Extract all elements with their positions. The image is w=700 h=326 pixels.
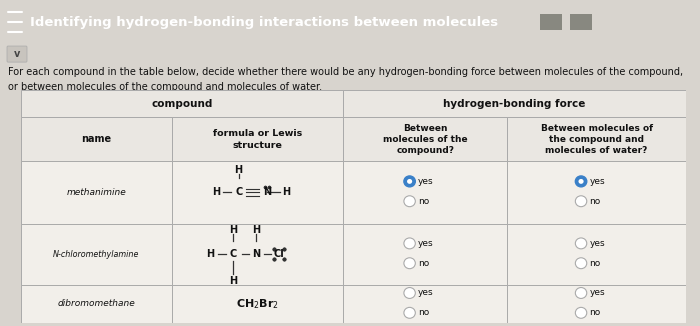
Bar bbox=[508, 224, 686, 285]
Text: name: name bbox=[81, 134, 111, 144]
Text: N: N bbox=[262, 187, 271, 197]
Bar bbox=[540, 14, 562, 30]
Text: CH$_2$Br$_2$: CH$_2$Br$_2$ bbox=[236, 297, 279, 311]
Circle shape bbox=[404, 176, 415, 187]
Text: formula or Lewis
structure: formula or Lewis structure bbox=[213, 129, 302, 150]
Text: no: no bbox=[418, 308, 429, 317]
Text: H: H bbox=[212, 187, 220, 197]
Circle shape bbox=[404, 196, 415, 207]
Circle shape bbox=[575, 258, 587, 269]
Bar bbox=[21, 285, 172, 323]
Circle shape bbox=[575, 288, 587, 298]
Text: no: no bbox=[418, 259, 429, 268]
Text: yes: yes bbox=[418, 239, 433, 248]
Text: Identifying hydrogen-bonding interactions between molecules: Identifying hydrogen-bonding interaction… bbox=[30, 16, 498, 28]
Text: yes: yes bbox=[418, 177, 433, 186]
Bar bbox=[172, 161, 343, 224]
Text: Between molecules of
the compound and
molecules of water?: Between molecules of the compound and mo… bbox=[540, 124, 652, 155]
Text: yes: yes bbox=[589, 177, 605, 186]
Text: Between
molecules of the
compound?: Between molecules of the compound? bbox=[383, 124, 468, 155]
Circle shape bbox=[575, 196, 587, 207]
Bar bbox=[172, 224, 343, 285]
Text: no: no bbox=[589, 197, 601, 206]
Bar bbox=[343, 117, 508, 161]
Bar bbox=[172, 285, 343, 323]
Bar bbox=[508, 161, 686, 224]
Bar bbox=[508, 117, 686, 161]
Text: no: no bbox=[589, 259, 601, 268]
Text: N: N bbox=[252, 249, 260, 259]
Text: H: H bbox=[252, 225, 260, 234]
Text: H: H bbox=[230, 225, 237, 234]
Bar bbox=[21, 224, 172, 285]
Bar bbox=[21, 117, 172, 161]
Text: H: H bbox=[234, 166, 243, 175]
Circle shape bbox=[404, 258, 415, 269]
Text: methanimine: methanimine bbox=[66, 188, 126, 197]
Text: no: no bbox=[418, 197, 429, 206]
Text: C: C bbox=[235, 187, 242, 197]
Text: For each compound in the table below, decide whether there would be any hydrogen: For each compound in the table below, de… bbox=[8, 67, 683, 92]
Text: yes: yes bbox=[589, 289, 605, 298]
Bar bbox=[508, 285, 686, 323]
Text: yes: yes bbox=[589, 239, 605, 248]
Bar bbox=[21, 161, 172, 224]
Bar bbox=[343, 161, 508, 224]
Bar bbox=[343, 285, 508, 323]
Text: C: C bbox=[230, 249, 237, 259]
Bar bbox=[21, 90, 343, 117]
Text: H: H bbox=[230, 276, 237, 286]
Text: H: H bbox=[206, 249, 215, 259]
Circle shape bbox=[575, 176, 587, 187]
Bar bbox=[570, 14, 592, 30]
Text: compound: compound bbox=[151, 98, 213, 109]
Circle shape bbox=[404, 288, 415, 298]
Circle shape bbox=[404, 238, 415, 249]
Circle shape bbox=[404, 307, 415, 318]
Circle shape bbox=[575, 238, 587, 249]
Text: H: H bbox=[282, 187, 290, 197]
Text: no: no bbox=[589, 308, 601, 317]
Circle shape bbox=[575, 307, 587, 318]
FancyBboxPatch shape bbox=[7, 46, 27, 62]
Bar bbox=[343, 90, 686, 117]
Text: N-chloromethylamine: N-chloromethylamine bbox=[53, 250, 139, 259]
Text: hydrogen-bonding force: hydrogen-bonding force bbox=[443, 98, 586, 109]
Circle shape bbox=[578, 179, 584, 184]
Text: Cl: Cl bbox=[274, 249, 285, 259]
Circle shape bbox=[407, 179, 412, 184]
Text: yes: yes bbox=[418, 289, 433, 298]
Text: dibromomethane: dibromomethane bbox=[57, 299, 135, 308]
Text: v: v bbox=[14, 49, 20, 59]
Bar bbox=[172, 117, 343, 161]
Bar bbox=[343, 224, 508, 285]
